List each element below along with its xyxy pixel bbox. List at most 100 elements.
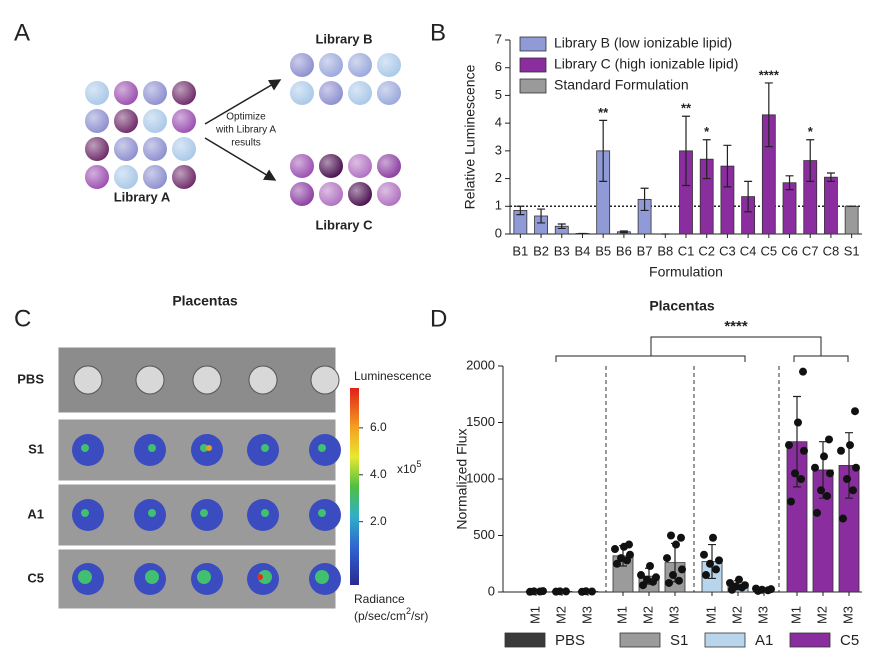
data-point [846, 441, 854, 450]
well-shine [319, 81, 343, 105]
image-rows [57, 346, 341, 610]
legend-label: PBS [555, 632, 585, 649]
well-shine [172, 137, 196, 161]
well-shine [290, 154, 314, 178]
x-tick-label: B1 [512, 243, 528, 258]
placenta [192, 365, 222, 395]
bar [824, 176, 838, 235]
well-shine [377, 53, 401, 77]
well-shine [85, 81, 109, 105]
x-tick-label: C2 [698, 243, 715, 258]
data-point [582, 587, 590, 596]
multiplier: x10 [397, 462, 417, 476]
error-bar [806, 139, 815, 182]
panel-label: D [430, 305, 447, 332]
error-bar [516, 205, 525, 216]
y-tick-label: 0 [495, 225, 502, 240]
data-point [588, 587, 596, 596]
row-label: PBS [17, 371, 44, 386]
legend-swatch [504, 632, 546, 648]
data-point [672, 540, 680, 549]
well-shine [114, 109, 138, 133]
x-tick-label: C7 [802, 243, 819, 258]
units-part: 2 [406, 606, 411, 616]
legend-label: Library C (high ionizable lipid) [554, 56, 738, 72]
x-tick-label: B2 [533, 243, 549, 258]
data-point [556, 587, 564, 596]
x-tick-label: M2 [729, 606, 744, 624]
signal-spot [315, 570, 329, 584]
library-label: Library C [315, 217, 373, 232]
y-axis-title: Normalized Flux [454, 428, 470, 529]
arrow-label: with Library A [215, 125, 276, 136]
y-tick-label: 5 [495, 87, 502, 102]
signal-spot [261, 509, 269, 517]
image-row [57, 483, 337, 547]
signal-spot [200, 509, 208, 517]
well-shine [348, 81, 372, 105]
data-point [799, 367, 807, 376]
data-point [735, 575, 743, 584]
well-shine [85, 109, 109, 133]
data-point [811, 463, 819, 472]
significance-label: **** [759, 67, 780, 82]
legend-swatch [704, 632, 746, 648]
error-bar [537, 208, 546, 224]
signal-spot [261, 444, 269, 452]
data-point [639, 581, 647, 590]
legend-label: C5 [840, 632, 859, 649]
x-axis-title: Formulation [649, 264, 723, 280]
row-label: A1 [27, 506, 44, 521]
y-tick-label: 2000 [466, 357, 495, 372]
legend-swatch [619, 632, 661, 648]
data-point [758, 585, 766, 594]
exponent: 5 [416, 459, 421, 469]
units: (p/sec/cm2/sr) [354, 606, 428, 623]
well-shine [290, 81, 314, 105]
y-tick-label: 500 [473, 527, 495, 542]
well-shine [348, 154, 372, 178]
error-bar [723, 144, 732, 188]
data-point [794, 418, 802, 427]
y-tick-label: 7 [495, 31, 502, 46]
data-point [791, 469, 799, 478]
significance-label: * [704, 124, 710, 139]
significance-label: * [808, 124, 814, 139]
x-tick-label: B3 [554, 243, 570, 258]
x-tick-label: M2 [640, 606, 655, 624]
well-shine [319, 53, 343, 77]
data-point [643, 575, 651, 584]
legend-swatch [519, 36, 547, 52]
chart-title: Placentas [649, 298, 715, 314]
library-diagram [85, 53, 401, 206]
data-point [611, 545, 619, 554]
well-shine [114, 81, 138, 105]
colorbar-multiplier: x105 [397, 459, 421, 476]
data-point [813, 508, 821, 517]
library-label: Library A [114, 189, 171, 204]
signal-spot [81, 444, 89, 452]
arrow [204, 79, 282, 125]
x-tick-label: B8 [657, 243, 673, 258]
data-point [800, 446, 808, 455]
y-tick-label: 1000 [466, 470, 495, 485]
units-part: (p/sec/cm [354, 609, 406, 623]
x-tick-label: C8 [823, 243, 840, 258]
x-tick-label: M1 [703, 606, 718, 624]
y-tick-label: 2 [495, 170, 502, 185]
data-point [797, 475, 805, 483]
data-point [726, 578, 734, 587]
x-tick-label: M2 [553, 606, 568, 624]
signal-spot [148, 509, 156, 517]
data-point [837, 446, 845, 455]
x-tick-label: B4 [575, 243, 591, 258]
well-shine [143, 81, 167, 105]
well-shine [319, 154, 343, 178]
y-tick-label: 0 [488, 583, 495, 598]
legend-label: Standard Formulation [554, 77, 689, 93]
arrow-label: results [231, 138, 260, 149]
y-tick-label: 1500 [466, 414, 495, 429]
signal-spot [200, 444, 208, 452]
colorbar-label: Luminescence [354, 369, 432, 383]
data-point [820, 452, 828, 461]
